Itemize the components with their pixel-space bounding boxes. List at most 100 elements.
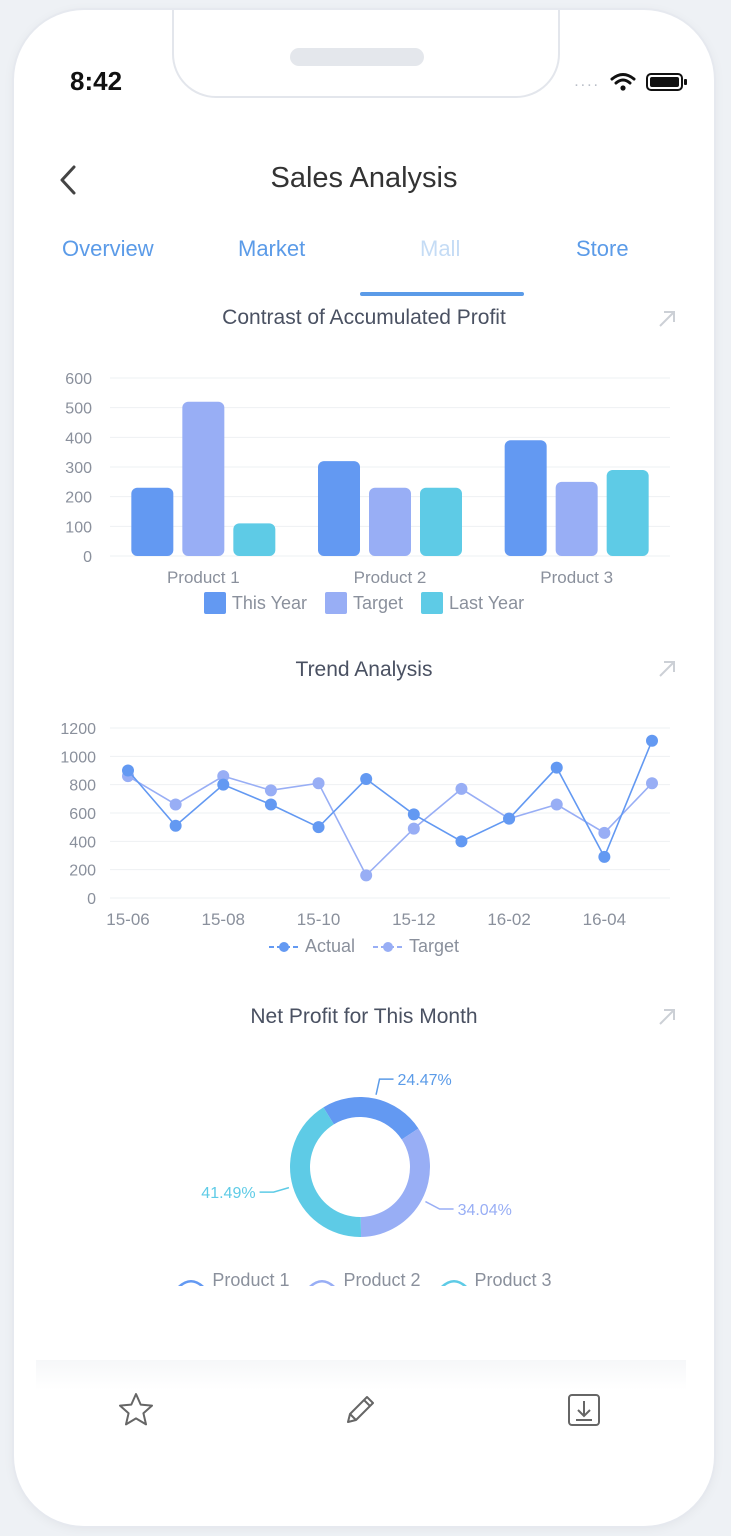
data-point xyxy=(217,770,230,783)
star-icon[interactable] xyxy=(116,1390,156,1430)
page-title: Sales Analysis xyxy=(270,162,458,194)
data-point xyxy=(503,812,516,825)
expand-arrow-icon[interactable] xyxy=(656,308,678,330)
tab-overview[interactable]: Overview xyxy=(62,236,154,261)
tab-bar: Overview Market Mall Store xyxy=(14,232,714,296)
expand-arrow-icon[interactable] xyxy=(656,658,678,680)
line-chart-legend: Actual Target xyxy=(14,936,714,957)
active-tab-indicator xyxy=(360,292,524,296)
data-point xyxy=(217,778,230,791)
data-point xyxy=(646,734,658,747)
legend-item-target-line[interactable]: Target xyxy=(373,936,459,957)
donut-slice xyxy=(289,1107,362,1237)
data-point xyxy=(646,777,658,790)
x-tick-label: 16-04 xyxy=(583,910,626,929)
legend-label: This Year xyxy=(231,592,307,613)
data-label: 34.04% xyxy=(458,1202,512,1219)
y-tick-label: 500 xyxy=(65,401,92,418)
legend-label: Target xyxy=(409,936,460,956)
tab-mall[interactable]: Mall xyxy=(420,236,461,261)
tab-market[interactable]: Market xyxy=(238,236,306,261)
data-point xyxy=(598,850,611,863)
data-point xyxy=(407,808,420,821)
data-point xyxy=(312,777,325,790)
data-point xyxy=(360,773,373,785)
bar xyxy=(369,487,411,556)
pencil-icon[interactable] xyxy=(340,1390,380,1430)
label-leader xyxy=(425,1200,454,1210)
legend-swatch xyxy=(203,592,226,614)
pie-chart-title: Net Profit for This Month xyxy=(250,1005,478,1028)
wifi-icon xyxy=(610,73,636,91)
x-tick-label: 15-06 xyxy=(106,910,149,929)
donut-slice xyxy=(323,1097,419,1140)
series-line xyxy=(127,740,653,859)
line-chart-title: Trend Analysis xyxy=(295,658,433,681)
x-tick-label: Product 3 xyxy=(540,568,613,587)
bar xyxy=(233,523,276,556)
label-leader xyxy=(259,1186,290,1193)
speaker xyxy=(290,48,424,66)
legend-label: Target xyxy=(352,592,403,613)
legend-item-product-3[interactable]: Product 3 xyxy=(439,1270,552,1291)
legend-item-product-1[interactable]: Product 1 xyxy=(176,1270,289,1291)
y-tick-label: 1000 xyxy=(60,749,96,766)
line-chart: 0 200 400 600 800 1000 1200 15-06 15-08 15-10 15-1… xyxy=(60,721,670,929)
phone-frame: 8:42 .... Sales Analysis Overview Market… xyxy=(14,10,714,1526)
bar xyxy=(182,401,225,556)
legend-arc-marker xyxy=(309,1279,336,1286)
data-point xyxy=(312,821,325,834)
x-tick-label: 16-02 xyxy=(487,910,530,929)
legend-swatch xyxy=(421,592,443,614)
y-tick-label: 1200 xyxy=(60,721,96,738)
data-point xyxy=(550,761,563,774)
chevron-left-icon[interactable] xyxy=(54,162,86,198)
donut-chart: 24.47% 34.04% 41.49% xyxy=(201,1072,512,1237)
bottom-toolbar xyxy=(36,1360,686,1480)
bar xyxy=(420,487,462,556)
series-line xyxy=(127,775,653,877)
status-time: 8:42 xyxy=(70,66,123,96)
bar xyxy=(555,481,598,556)
x-tick-label: Product 2 xyxy=(354,568,427,587)
download-icon[interactable] xyxy=(564,1390,604,1430)
bar xyxy=(504,440,547,556)
status-icons: .... xyxy=(574,72,688,92)
data-label: 24.47% xyxy=(398,1072,452,1089)
label-leader xyxy=(375,1078,394,1095)
battery-icon xyxy=(646,73,687,91)
donut-slice xyxy=(360,1128,430,1237)
data-point xyxy=(407,822,420,835)
y-tick-label: 200 xyxy=(65,490,92,507)
data-point xyxy=(455,835,468,848)
bar xyxy=(606,469,649,556)
data-point xyxy=(264,798,277,811)
y-tick-label: 800 xyxy=(69,778,96,795)
tab-store[interactable]: Store xyxy=(576,236,629,261)
legend-item-last-year[interactable]: Last Year xyxy=(421,592,524,614)
y-tick-label: 200 xyxy=(69,863,96,880)
signal-dots: .... xyxy=(574,73,600,90)
legend-item-this-year[interactable]: This Year xyxy=(203,592,307,614)
y-tick-label: 0 xyxy=(83,549,92,566)
y-tick-label: 600 xyxy=(65,371,92,388)
legend-item-target[interactable]: Target xyxy=(324,592,403,614)
expand-arrow-icon[interactable] xyxy=(656,1006,678,1028)
x-tick-label: Product 1 xyxy=(167,568,240,587)
legend-arc-marker xyxy=(440,1279,467,1286)
legend-label: Last Year xyxy=(449,592,525,613)
legend-arc-marker xyxy=(178,1279,205,1286)
y-tick-label: 0 xyxy=(87,891,96,908)
legend-item-product-2[interactable]: Product 2 xyxy=(307,1270,421,1291)
bar xyxy=(318,461,360,556)
legend-label: Product 2 xyxy=(343,1270,421,1290)
bar xyxy=(131,487,174,556)
legend-line-marker xyxy=(373,941,403,952)
data-point xyxy=(360,869,373,882)
pie-chart-legend: Product 1 Product 2 Product 3 xyxy=(14,1270,714,1291)
data-point xyxy=(169,819,182,832)
legend-item-actual[interactable]: Actual xyxy=(268,936,355,957)
legend-label: Actual xyxy=(304,936,355,956)
data-point xyxy=(169,798,182,811)
